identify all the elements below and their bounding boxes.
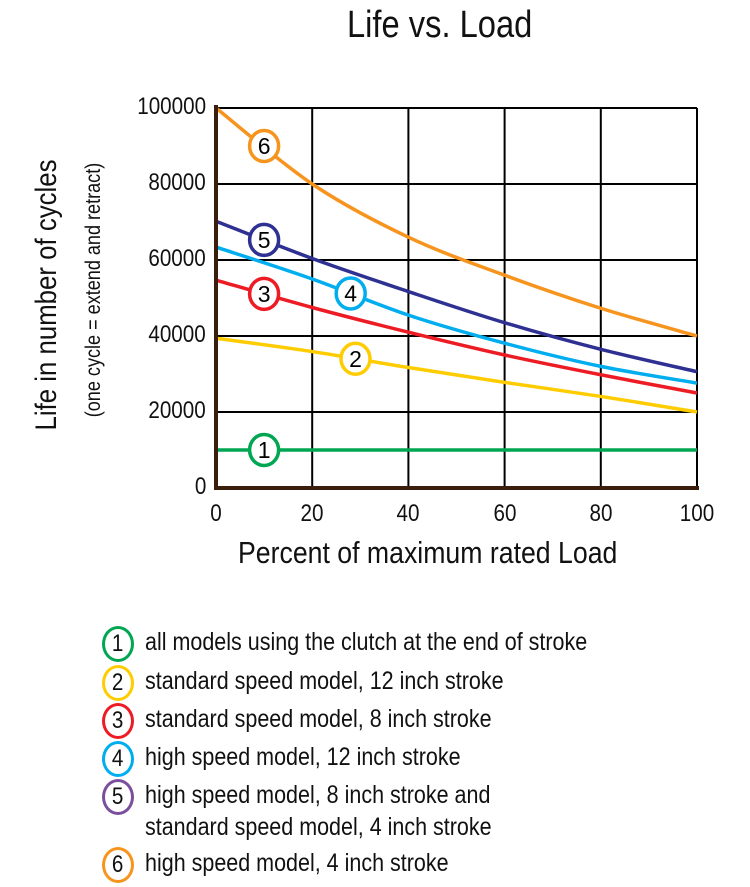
y-tick-label: 0: [194, 473, 206, 500]
marker-label: 3: [258, 281, 271, 307]
legend-label: high speed model, 12 inch stroke: [145, 743, 461, 771]
axes: [214, 105, 699, 490]
x-tick-label: 0: [210, 500, 222, 527]
y-tick-label: 100000: [137, 93, 206, 120]
series-marker-1: 1: [247, 432, 281, 468]
marker-circle: [247, 432, 281, 468]
marker-circle: [339, 341, 372, 377]
x-tick-label: 100: [679, 500, 715, 527]
marker-label: 4: [344, 280, 357, 306]
legend-label-line2: standard speed model, 4 inch stroke: [145, 813, 492, 841]
x-tick-label: 40: [396, 500, 420, 527]
legend-label: high speed model, 4 inch stroke: [145, 849, 449, 877]
legend-marker: 5: [102, 779, 134, 815]
series-marker-2: 2: [339, 341, 372, 377]
legend-label: all models using the clutch at the end o…: [145, 628, 588, 656]
y-tick-label: 20000: [148, 397, 206, 424]
series-lines: [214, 106, 698, 452]
y-tick-label: 60000: [148, 245, 206, 272]
marker-circle: [247, 222, 281, 258]
legend-marker: 2: [102, 665, 134, 701]
marker-circle: [334, 276, 367, 311]
grid: [216, 107, 698, 488]
y-tick-label: 40000: [148, 321, 206, 348]
series-markers: 1 2 3 4 5 6: [247, 128, 372, 468]
legend-marker: 6: [102, 847, 134, 883]
x-axis-label: Percent of maximum rated Load: [238, 535, 618, 570]
y-axis-label: Life in number of cycles: [30, 159, 63, 431]
marker-label: 1: [258, 437, 271, 463]
marker-label: 6: [258, 133, 271, 159]
y-tick-label: 80000: [148, 169, 206, 196]
series-line-5: [215, 219, 698, 374]
series-line-6: [214, 106, 698, 338]
x-tick-label: 20: [300, 500, 324, 527]
chart-title: Life vs. Load: [347, 4, 533, 46]
series-marker-5: 5: [247, 222, 281, 258]
marker-label: 2: [349, 346, 362, 372]
legend-marker: 4: [102, 741, 134, 777]
series-line-4: [215, 245, 698, 385]
legend-label: standard speed model, 12 inch stroke: [145, 667, 504, 695]
x-tick-label: 60: [493, 500, 517, 527]
marker-label: 5: [258, 227, 271, 253]
marker-circle: [247, 128, 281, 164]
chart: 1 2 3 4 5 6: [214, 105, 699, 490]
legend-label: standard speed model, 8 inch stroke: [145, 705, 492, 733]
x-tick-label: 80: [589, 500, 613, 527]
series-line-3: [215, 278, 698, 395]
series-line-2: [215, 336, 698, 414]
series-marker-3: 3: [247, 276, 281, 312]
series-marker-4: 4: [334, 276, 367, 311]
legend-marker: 1: [102, 626, 134, 662]
marker-circle: [247, 276, 281, 312]
legend-label: high speed model, 8 inch stroke and: [145, 781, 491, 809]
legend-marker: 3: [102, 703, 134, 739]
y-axis-sublabel: (one cycle = extend and retract): [82, 162, 105, 418]
series-marker-6: 6: [247, 128, 281, 164]
